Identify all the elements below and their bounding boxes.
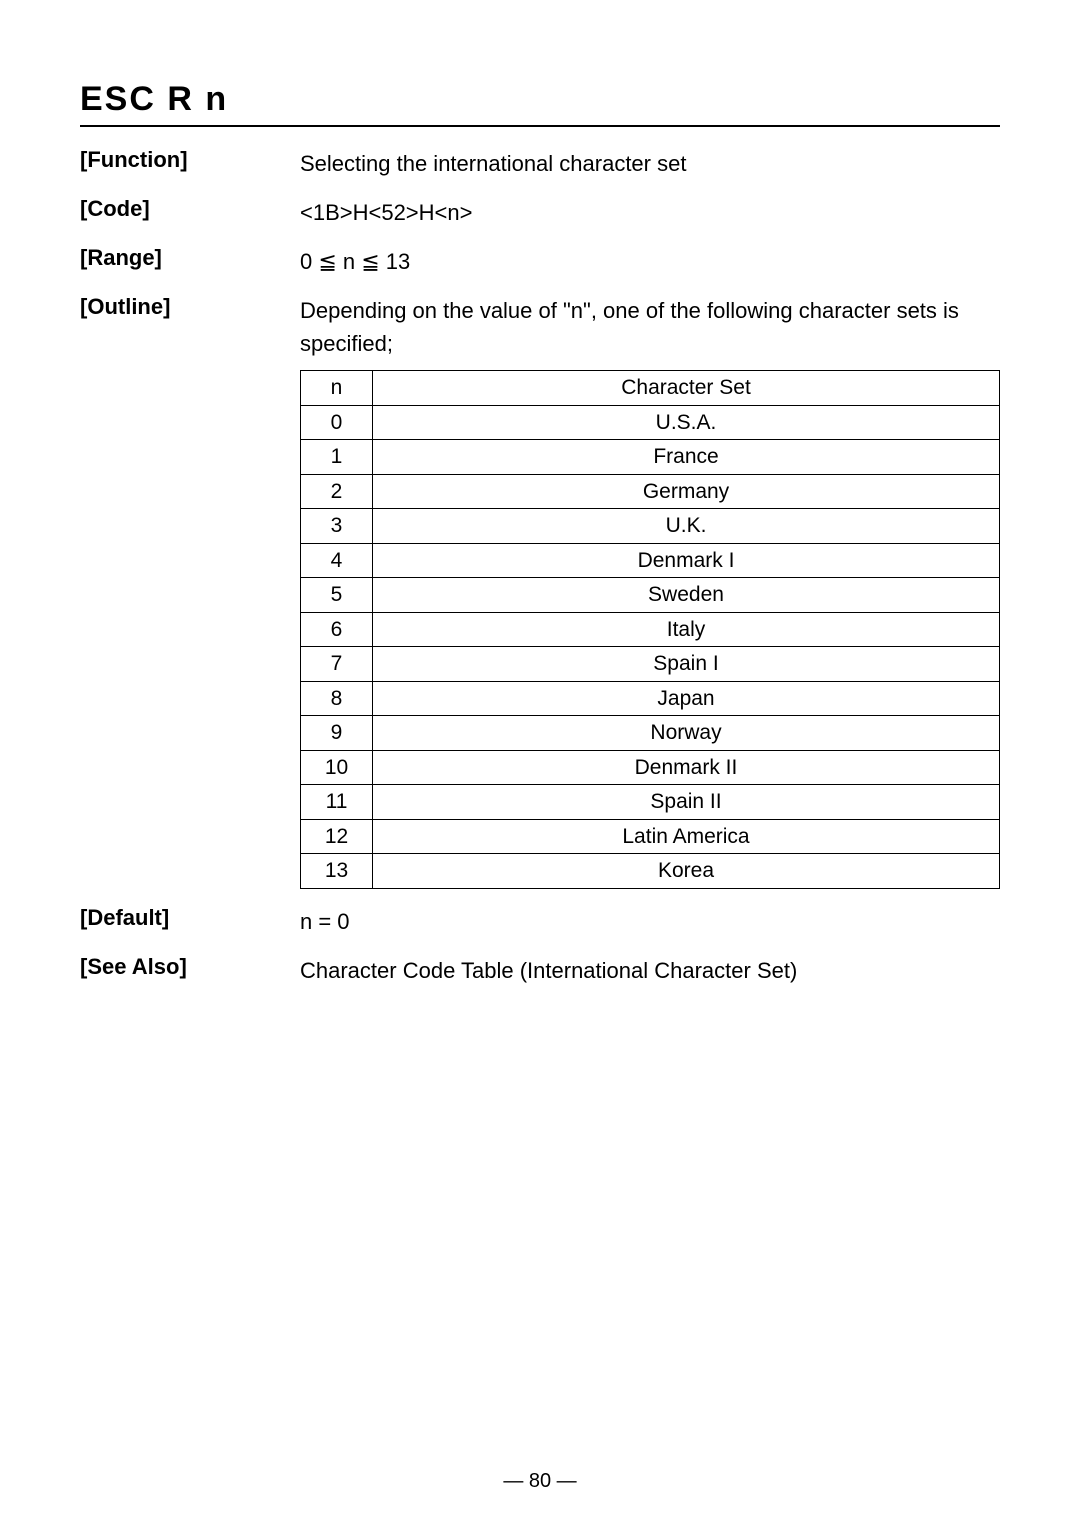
table-row: 5Sweden [301, 578, 1000, 613]
cell-n: 12 [301, 819, 373, 854]
seealso-label: [See Also] [80, 954, 300, 987]
seealso-value: Character Code Table (International Char… [300, 954, 1000, 987]
page-number: — 80 — [0, 1470, 1080, 1493]
outline-row: [Outline] Depending on the value of "n",… [80, 294, 1000, 889]
title-rule [80, 125, 1000, 127]
table-row: 4Denmark I [301, 543, 1000, 578]
function-row: [Function] Selecting the international c… [80, 147, 1000, 180]
outline-text: Depending on the value of "n", one of th… [300, 298, 959, 356]
table-row: 7Spain I [301, 647, 1000, 682]
cell-charset: Germany [373, 474, 1000, 509]
range-row: [Range] 0 ≦ n ≦ 13 [80, 245, 1000, 278]
table-row: 12Latin America [301, 819, 1000, 854]
cell-charset: Italy [373, 612, 1000, 647]
seealso-row: [See Also] Character Code Table (Interna… [80, 954, 1000, 987]
cell-n: n [301, 371, 373, 406]
cell-n: 13 [301, 854, 373, 889]
cell-charset: Spain I [373, 647, 1000, 682]
cell-charset: Latin America [373, 819, 1000, 854]
cell-n: 0 [301, 405, 373, 440]
cell-n: 9 [301, 716, 373, 751]
function-value: Selecting the international character se… [300, 147, 1000, 180]
charset-table: nCharacter Set0U.S.A.1France2Germany3U.K… [300, 370, 1000, 889]
table-row: 0U.S.A. [301, 405, 1000, 440]
cell-charset: U.K. [373, 509, 1000, 544]
table-row: 9Norway [301, 716, 1000, 751]
cell-n: 8 [301, 681, 373, 716]
range-value: 0 ≦ n ≦ 13 [300, 245, 1000, 278]
cell-n: 5 [301, 578, 373, 613]
table-row: 10Denmark II [301, 750, 1000, 785]
table-row: 11Spain II [301, 785, 1000, 820]
cell-charset: Sweden [373, 578, 1000, 613]
command-title: ESC R n [80, 80, 1000, 119]
table-row: 8Japan [301, 681, 1000, 716]
function-label: [Function] [80, 147, 300, 180]
table-row: 1France [301, 440, 1000, 475]
cell-charset: Norway [373, 716, 1000, 751]
table-row: 2Germany [301, 474, 1000, 509]
range-label: [Range] [80, 245, 300, 278]
default-value: n = 0 [300, 905, 1000, 938]
cell-charset: Denmark II [373, 750, 1000, 785]
table-row: 13Korea [301, 854, 1000, 889]
cell-n: 4 [301, 543, 373, 578]
code-value: <1B>H<52>H<n> [300, 196, 1000, 229]
default-row: [Default] n = 0 [80, 905, 1000, 938]
cell-n: 10 [301, 750, 373, 785]
cell-charset: Korea [373, 854, 1000, 889]
outline-label: [Outline] [80, 294, 300, 889]
cell-charset: Japan [373, 681, 1000, 716]
cell-n: 6 [301, 612, 373, 647]
cell-n: 1 [301, 440, 373, 475]
code-label: [Code] [80, 196, 300, 229]
code-row: [Code] <1B>H<52>H<n> [80, 196, 1000, 229]
table-row: 3U.K. [301, 509, 1000, 544]
charset-table-body: nCharacter Set0U.S.A.1France2Germany3U.K… [301, 371, 1000, 889]
cell-charset: France [373, 440, 1000, 475]
cell-n: 3 [301, 509, 373, 544]
cell-charset: Denmark I [373, 543, 1000, 578]
table-row: nCharacter Set [301, 371, 1000, 406]
cell-n: 11 [301, 785, 373, 820]
cell-charset: U.S.A. [373, 405, 1000, 440]
cell-charset: Character Set [373, 371, 1000, 406]
cell-charset: Spain II [373, 785, 1000, 820]
outline-value: Depending on the value of "n", one of th… [300, 294, 1000, 889]
default-label: [Default] [80, 905, 300, 938]
cell-n: 2 [301, 474, 373, 509]
cell-n: 7 [301, 647, 373, 682]
table-row: 6Italy [301, 612, 1000, 647]
